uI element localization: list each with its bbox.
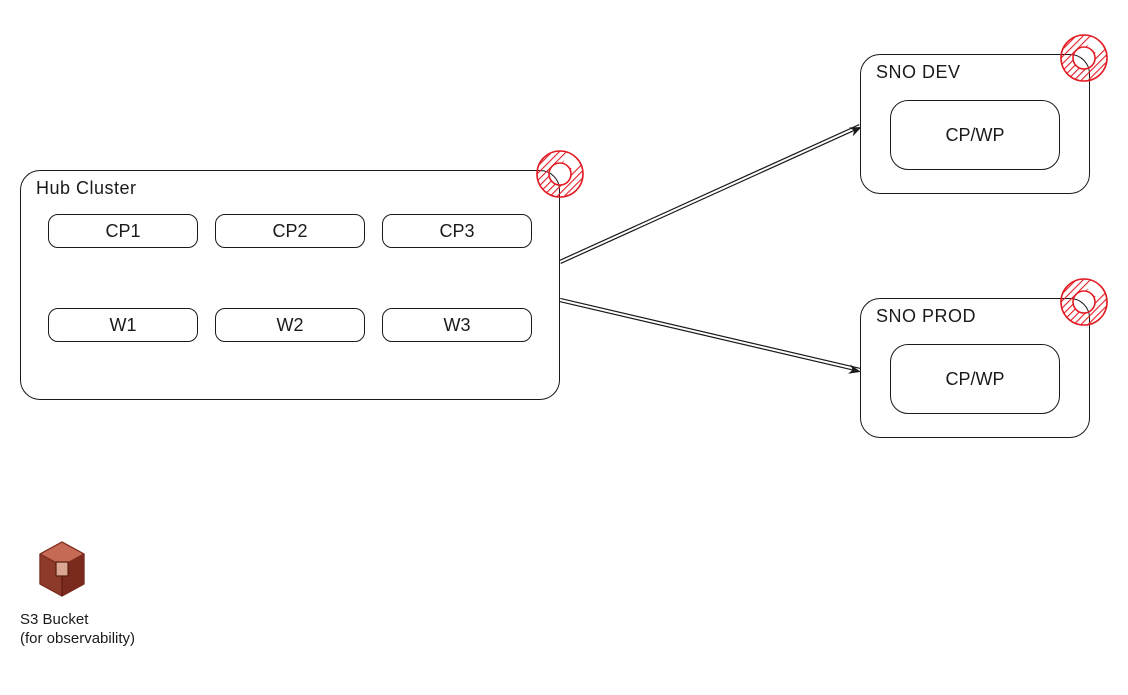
hub-node-cp1: CP1: [48, 214, 198, 248]
hub-node-label: W3: [444, 315, 471, 336]
openshift-icon: [534, 148, 586, 200]
s3-caption-line1: S3 Bucket: [20, 611, 200, 630]
hub-node-label: CP2: [272, 221, 307, 242]
s3-caption-line2: (for observability): [20, 630, 200, 649]
hub-node-label: CP1: [105, 221, 140, 242]
hub-node-w3: W3: [382, 308, 532, 342]
sno-prod-node: CP/WP: [890, 344, 1060, 414]
s3-bucket-caption: S3 Bucket (for observability): [20, 611, 200, 649]
hub-node-label: W2: [277, 315, 304, 336]
hub-node-label: W1: [110, 315, 137, 336]
sno-prod-title: SNO PROD: [876, 306, 976, 327]
sno-dev-node: CP/WP: [890, 100, 1060, 170]
diagram-canvas: Hub Cluster CP1 CP2 CP3 W1 W2 W3 SNO DEV CP/W…: [0, 0, 1128, 695]
hub-node-cp3: CP3: [382, 214, 532, 248]
sno-prod-node-label: CP/WP: [945, 369, 1004, 390]
s3-bucket-icon: [36, 540, 200, 603]
openshift-icon: [1058, 32, 1110, 84]
s3-bucket: S3 Bucket (for observability): [20, 540, 200, 649]
sno-dev-title: SNO DEV: [876, 62, 961, 83]
hub-node-w2: W2: [215, 308, 365, 342]
hub-node-cp2: CP2: [215, 214, 365, 248]
hub-cluster-box: [20, 170, 560, 400]
hub-node-label: CP3: [439, 221, 474, 242]
sno-dev-node-label: CP/WP: [945, 125, 1004, 146]
hub-cluster-title: Hub Cluster: [36, 178, 137, 199]
hub-node-w1: W1: [48, 308, 198, 342]
openshift-icon: [1058, 276, 1110, 328]
